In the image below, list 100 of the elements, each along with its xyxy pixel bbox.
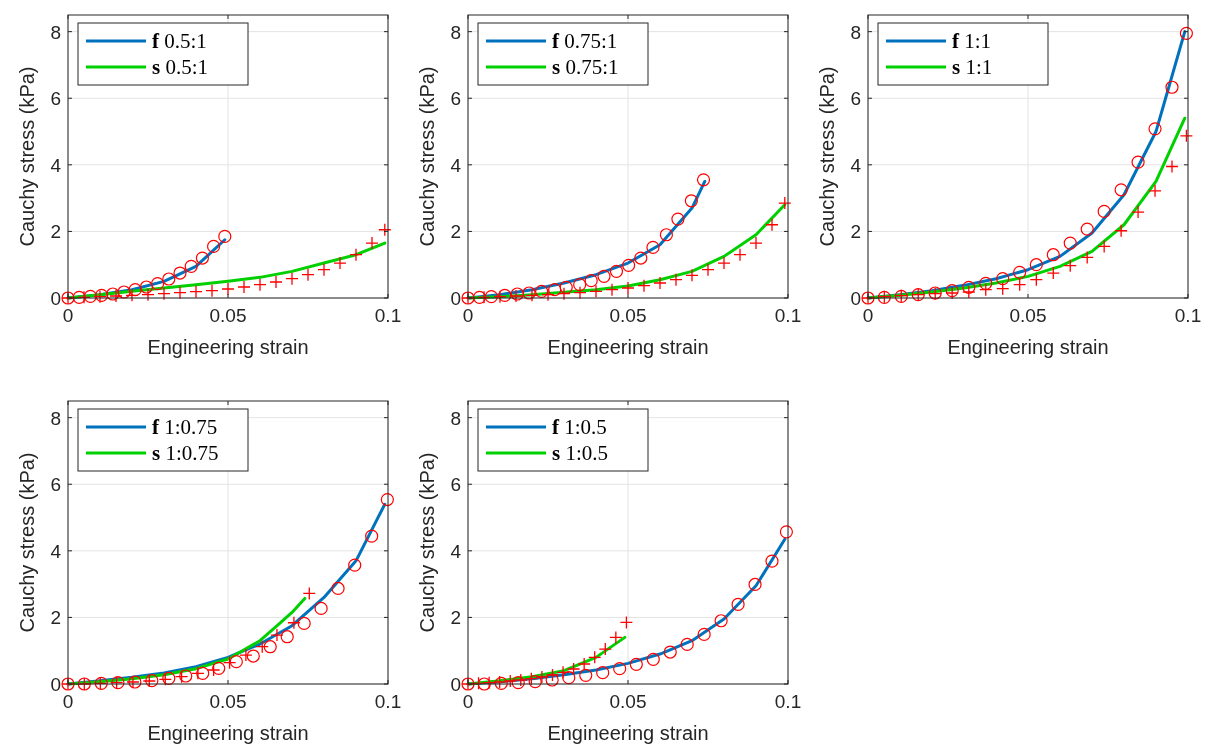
point [117,285,131,299]
point [174,670,189,684]
point [302,586,316,601]
y-tick-label: 2 [450,607,461,629]
x-tick-label: 0.1 [374,305,402,326]
point [280,630,294,644]
point [218,229,232,244]
legend-label: s 1:0.75 [152,441,219,465]
x-axis-title: Engineering strain [547,336,709,358]
point [1097,204,1111,219]
point [619,615,634,630]
point [562,671,576,685]
point [579,668,593,682]
point [151,277,165,291]
point [1179,26,1193,40]
y-tick-label: 6 [450,474,461,496]
point [548,283,562,297]
point [263,640,277,654]
x-tick-label: 0.05 [609,691,647,712]
legend-label: f 1:1 [952,29,992,53]
point [696,173,711,187]
point [477,677,491,691]
y-tick-label: 0 [50,674,61,695]
point [979,283,993,297]
point [498,288,512,302]
y-tick-label: 8 [50,407,61,429]
point [684,194,698,208]
point [765,554,779,568]
point [207,239,221,253]
x-tick-label: 0.1 [774,305,802,326]
point [1029,273,1043,287]
point [609,630,623,645]
point [1097,239,1111,254]
point [212,661,226,675]
x-axis-title: Engineering strain [147,336,309,358]
y-tick-label: 4 [450,540,462,562]
x-axis-title: Engineering strain [547,722,709,744]
point [348,558,362,572]
y-tick-label: 0 [450,674,461,695]
x-tick-label: 0.05 [1009,305,1047,326]
point [996,272,1010,286]
y-tick-label: 2 [450,221,461,243]
point [1114,224,1128,238]
point [139,280,153,294]
point [72,290,86,304]
y-tick-label: 4 [50,540,62,562]
point [1179,129,1194,143]
y-tick-label: 2 [50,221,61,243]
y-tick-label: 6 [50,88,61,110]
y-tick-label: 6 [850,88,861,110]
legend-label: f 0.75:1 [552,29,618,53]
point [1063,236,1077,250]
y-tick-label: 4 [850,154,862,176]
y-tick-label: 8 [50,21,61,43]
point [731,597,745,612]
point [1013,265,1027,279]
point [484,290,498,304]
point [663,645,677,659]
x-tick-label: 0.1 [774,691,802,712]
y-tick-label: 0 [50,288,61,309]
point [613,662,627,676]
point [83,289,97,303]
y-tick-label: 6 [50,474,61,496]
point [1080,222,1094,236]
legend-label: f 1:0.5 [552,415,607,439]
point [566,662,581,676]
y-axis-title: Cauchy stress (kPa) [16,452,38,633]
x-axis-title: Engineering strain [947,336,1109,358]
point [1131,155,1145,169]
point [779,525,793,539]
point [287,616,301,630]
point [1029,258,1043,272]
legend-label: s 0.5:1 [152,55,209,79]
point [1165,80,1179,94]
legend-label: f 0.5:1 [152,29,207,53]
point [671,212,685,226]
x-tick-label: 0.05 [209,305,247,326]
point [535,284,549,298]
point [297,616,311,631]
point [584,274,598,288]
point [179,669,193,683]
point [559,280,573,294]
x-tick-label: 0.1 [374,691,402,712]
y-tick-label: 2 [50,607,61,629]
point [222,656,237,670]
y-tick-label: 4 [450,154,462,176]
point [195,251,209,265]
legend-label: s 1:1 [952,55,993,79]
point [646,240,660,254]
x-tick-label: 0.05 [209,691,247,712]
point [196,666,210,680]
point [697,627,711,641]
point [597,269,611,283]
y-tick-label: 8 [850,21,861,43]
point [162,272,176,286]
point [128,283,142,297]
point [206,663,221,677]
point [609,264,624,278]
legend-label: s 1:0.5 [552,441,609,465]
point [629,657,643,671]
